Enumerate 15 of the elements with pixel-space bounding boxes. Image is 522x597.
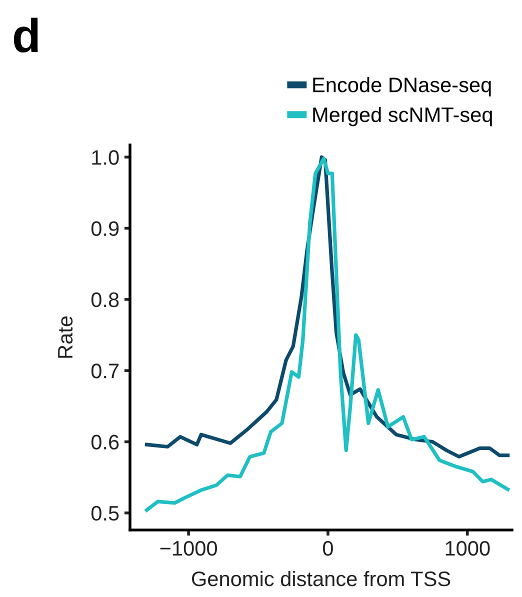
legend-label: Encode DNase-seq <box>313 76 491 96</box>
y-tick-label: 0.5 <box>91 506 119 521</box>
x-tick-label: −1000 <box>160 540 217 556</box>
y-tick-label: 1.0 <box>92 150 119 165</box>
x-tick-label: 0 <box>322 540 333 556</box>
legend-label: Merged scNMT-seq <box>313 106 492 126</box>
y-tick-label: 0.6 <box>91 434 119 450</box>
line-series <box>144 156 510 512</box>
x-tick-label: 1000 <box>446 540 490 556</box>
y-tick-label: 0.7 <box>91 364 119 378</box>
x-axis-title: Genomic distance from TSS <box>192 570 450 586</box>
chart-title: d <box>14 18 38 52</box>
y-axis-title: Rate <box>58 316 73 358</box>
y-tick-label: 0.8 <box>91 292 119 308</box>
y-tick-label: 0.9 <box>91 221 119 236</box>
